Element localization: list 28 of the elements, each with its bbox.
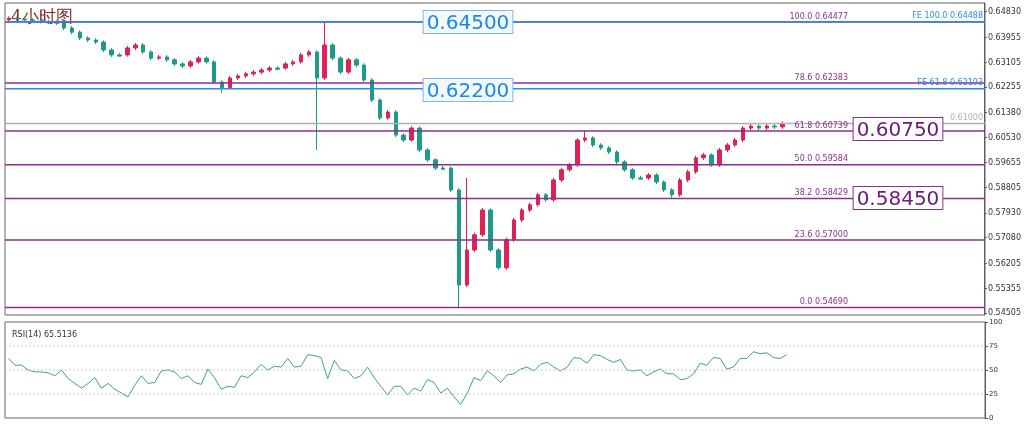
ref-line-label: 61.8 0.60739 [794,120,848,130]
ref-line-label: 50.0 0.59584 [794,154,848,164]
y-tick-label: 0.57930 [987,208,1022,218]
y-tick-label: 0.56205 [987,258,1022,268]
annotation: 0.62200 [426,78,510,102]
ref-line-label: 0.61000 [949,112,983,122]
ref-line-label: 100.0 0.64477 [789,11,848,21]
y-tick-label: 0.62255 [987,82,1022,92]
y-tick-label: 0.54505 [987,308,1022,318]
y-tick-label: 0.63955 [987,32,1022,42]
y-tick-label: 0.57080 [987,233,1022,243]
y-tick-label: 0.59655 [987,158,1022,168]
ref-line-label: FE 61.8 0.62193 [917,78,983,88]
annotation: 0.58450 [856,186,940,210]
y-tick-label: 0.58805 [987,182,1022,192]
y-tick-label: 0.64830 [987,7,1022,17]
ref-line-label: 23.6 0.57000 [794,229,848,239]
annotation: 0.60750 [856,117,940,141]
y-tick-label: 0.55355 [987,283,1022,293]
ref-line-label: FE 100.0 0.64488 [912,11,983,21]
y-tick-label: 0.63105 [987,57,1022,67]
y-tick-label: 0.61380 [987,107,1022,117]
ref-line-label: 38.2 0.58429 [794,187,848,197]
y-tick-label: 0.60530 [987,132,1022,142]
ref-line-label: 0.0 0.54690 [799,296,848,306]
text: RSI(14) 65.5136 [12,329,78,339]
annotation: 0.64500 [426,10,510,34]
ref-line-label: 78.6 0.62383 [794,72,848,82]
